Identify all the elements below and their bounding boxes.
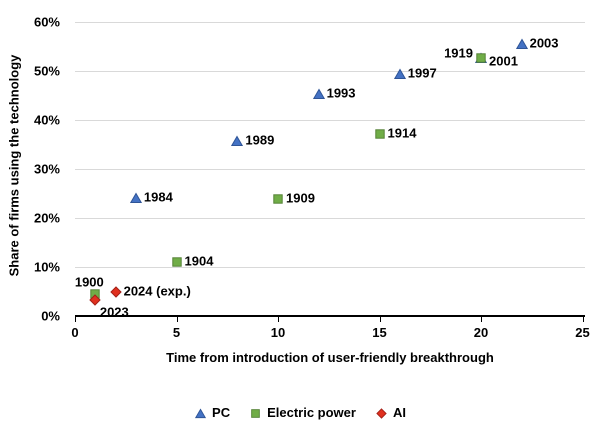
legend-label-pc: PC bbox=[212, 405, 231, 420]
point-label-pc-1993: 1993 bbox=[326, 85, 356, 101]
legend-item-ai: AI bbox=[376, 405, 406, 420]
point-ai-2023-diamond-marker bbox=[89, 293, 102, 307]
y-tick-label: 30% bbox=[33, 161, 60, 177]
x-tick-label: 5 bbox=[172, 325, 181, 340]
point-label-ai-2023: 2023 bbox=[99, 304, 129, 320]
gridline bbox=[75, 70, 585, 72]
point-pc-1993-triangle-marker bbox=[312, 87, 325, 100]
legend-label-ai: AI bbox=[392, 405, 406, 420]
x-tick-label: 10 bbox=[270, 325, 286, 340]
point-label-ai-2024-exp: 2024 (exp.) bbox=[123, 283, 191, 299]
pc-triangle-icon bbox=[194, 407, 207, 419]
ai-diamond-icon bbox=[376, 407, 387, 419]
y-tick-label: 0% bbox=[41, 308, 60, 324]
x-axis-tick bbox=[75, 316, 76, 322]
x-axis-tick bbox=[481, 316, 482, 322]
gridline bbox=[75, 266, 585, 268]
point-electric-power-1909-square-marker bbox=[272, 192, 284, 204]
point-label-electric-power-1904: 1904 bbox=[184, 253, 214, 269]
point-pc-2003-triangle-marker bbox=[515, 37, 528, 50]
point-pc-1984-triangle-marker bbox=[129, 191, 142, 204]
x-tick-label: 15 bbox=[372, 325, 387, 340]
point-label-pc-2001: 2001 bbox=[489, 53, 518, 69]
y-tick-label: 50% bbox=[33, 63, 60, 79]
x-tick-label: 20 bbox=[473, 325, 489, 340]
x-tick-label: 25 bbox=[575, 325, 590, 340]
point-ai-2024-exp-diamond-marker bbox=[109, 285, 122, 298]
legend-item-pc: PC bbox=[194, 405, 231, 420]
point-electric-power-1919-square-marker bbox=[475, 51, 487, 63]
point-label-electric-power-1900: 1900 bbox=[74, 274, 104, 290]
gridline bbox=[75, 21, 585, 23]
gridline bbox=[75, 168, 585, 170]
x-axis-tick bbox=[379, 316, 381, 322]
point-pc-1989-triangle-marker bbox=[231, 134, 244, 147]
gridline bbox=[75, 217, 585, 219]
y-tick-label: 10% bbox=[33, 259, 60, 275]
point-label-electric-power-1919: 1919 bbox=[444, 45, 473, 61]
point-label-pc-1997: 1997 bbox=[407, 65, 437, 81]
x-axis-title: Time from introduction of user-friendly … bbox=[166, 350, 494, 365]
point-pc-1997-triangle-marker bbox=[393, 67, 406, 80]
point-electric-power-1904-square-marker bbox=[171, 255, 183, 267]
y-tick-label: 20% bbox=[33, 210, 60, 226]
x-tick-label: 0 bbox=[71, 325, 79, 340]
chart-legend: PC Electric power AI bbox=[0, 405, 601, 420]
x-axis-tick bbox=[278, 316, 279, 322]
x-axis-tick bbox=[176, 316, 178, 322]
electric-power-square-icon bbox=[250, 407, 261, 418]
point-electric-power-1914-square-marker bbox=[374, 127, 386, 139]
point-label-pc-1984: 1984 bbox=[143, 189, 173, 205]
point-label-pc-1989: 1989 bbox=[245, 132, 275, 148]
point-label-pc-2003: 2003 bbox=[529, 35, 559, 51]
y-tick-label: 40% bbox=[33, 112, 60, 128]
gridline bbox=[75, 119, 585, 121]
x-axis-line bbox=[75, 315, 585, 317]
point-label-electric-power-1909: 1909 bbox=[286, 190, 315, 206]
point-label-electric-power-1914: 1914 bbox=[387, 125, 417, 141]
y-tick-label: 60% bbox=[33, 14, 60, 30]
x-axis-tick bbox=[582, 316, 584, 322]
legend-label-electric-power: Electric power bbox=[267, 405, 356, 420]
legend-item-electric-power: Electric power bbox=[250, 405, 356, 420]
